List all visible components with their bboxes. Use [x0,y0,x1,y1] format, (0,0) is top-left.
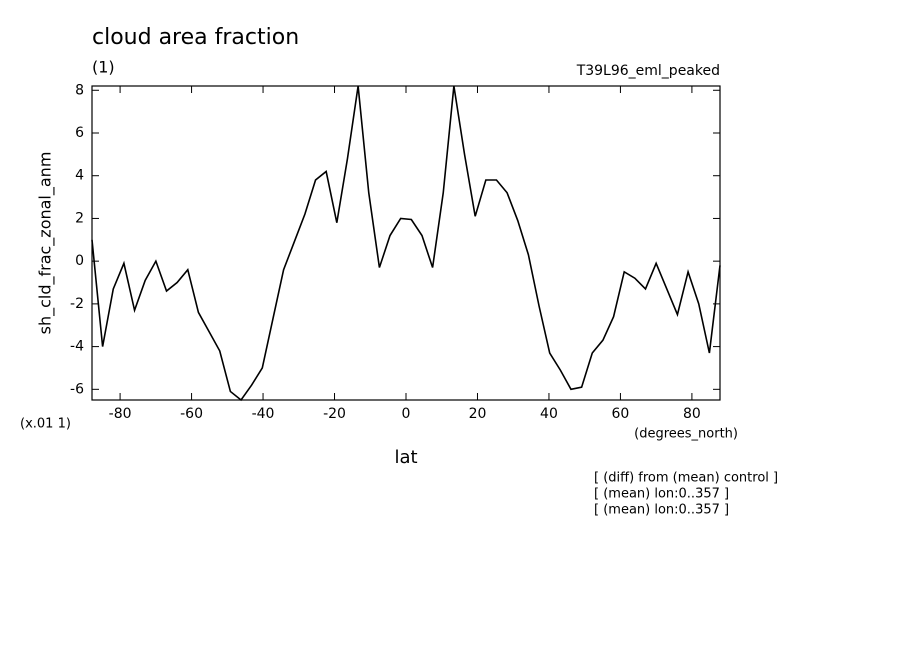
y-tick-label: -2 [70,296,84,312]
data-line [91,85,721,402]
x-tick-label: -40 [252,406,275,422]
y-scale-label: (x.01 1) [20,417,71,432]
chart-title: cloud area fraction [92,25,299,50]
x-tick-label: -20 [323,406,346,422]
x-units-label: (degrees_north) [634,427,738,442]
y-tick-label: -4 [70,339,84,355]
x-tick-label: 0 [402,406,411,422]
note: [ (mean) lon:0..357 ] [594,487,729,502]
y-tick-label: 8 [75,82,84,98]
x-tick-label: 60 [612,406,630,422]
run-label: T39L96_eml_peaked [576,63,720,79]
y-tick-label: -6 [70,381,84,397]
y-tick-label: 0 [75,253,84,269]
note: [ (diff) from (mean) control ] [594,471,778,486]
y-tick-label: 2 [75,210,84,226]
y-axis-label: sh_cld_frac_zonal_anm [36,152,56,335]
x-tick-label: 80 [683,406,701,422]
subtitle: (1) [92,58,115,77]
plot-frame [91,85,721,401]
x-tick-label: -60 [180,406,203,422]
y-tick-label: 6 [75,125,84,141]
note: [ (mean) lon:0..357 ] [594,503,729,518]
x-tick-label: 40 [540,406,558,422]
x-axis-label: lat [394,447,417,468]
x-tick-label: 20 [469,406,487,422]
x-tick-label: -80 [109,406,132,422]
y-tick-label: 4 [75,168,84,184]
